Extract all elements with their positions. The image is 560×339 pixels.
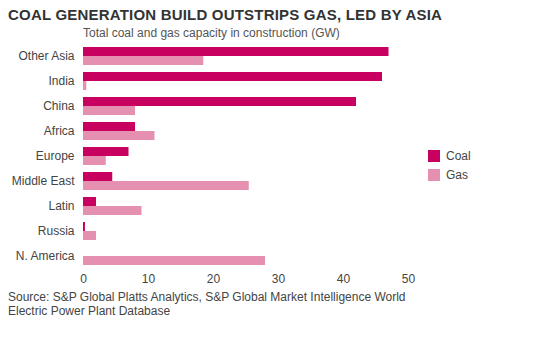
svg-text:40: 40 <box>337 272 351 286</box>
svg-text:Other Asia: Other Asia <box>18 49 74 63</box>
html-text:Gas: Gas <box>446 167 468 182</box>
svg-text:N. America: N. America <box>16 249 75 263</box>
svg-text:China: China <box>43 99 75 113</box>
svg-text:India: India <box>48 74 74 88</box>
svg-text:Middle East: Middle East <box>12 174 75 188</box>
html-text:Source: S&P Global Platts Anal: Source: S&P Global Platts Analytics, S&P… <box>8 290 406 318</box>
svg-text:0: 0 <box>80 272 87 286</box>
svg-text:50: 50 <box>402 272 416 286</box>
svg-text:Russia: Russia <box>38 224 75 238</box>
svg-text:20: 20 <box>207 272 221 286</box>
svg-text:Latin: Latin <box>48 199 74 213</box>
html-text:COAL GENERATION BUILD OUTSTRIP: COAL GENERATION BUILD OUTSTRIPS GAS, LED… <box>8 6 443 23</box>
svg-text:Africa: Africa <box>44 124 75 138</box>
svg-text:Europe: Europe <box>36 149 75 163</box>
svg-text:10: 10 <box>142 272 156 286</box>
svg-text:30: 30 <box>272 272 286 286</box>
html-text:Coal: Coal <box>446 148 471 163</box>
html-text:Total coal and gas capacity in: Total coal and gas capacity in construct… <box>83 26 340 40</box>
